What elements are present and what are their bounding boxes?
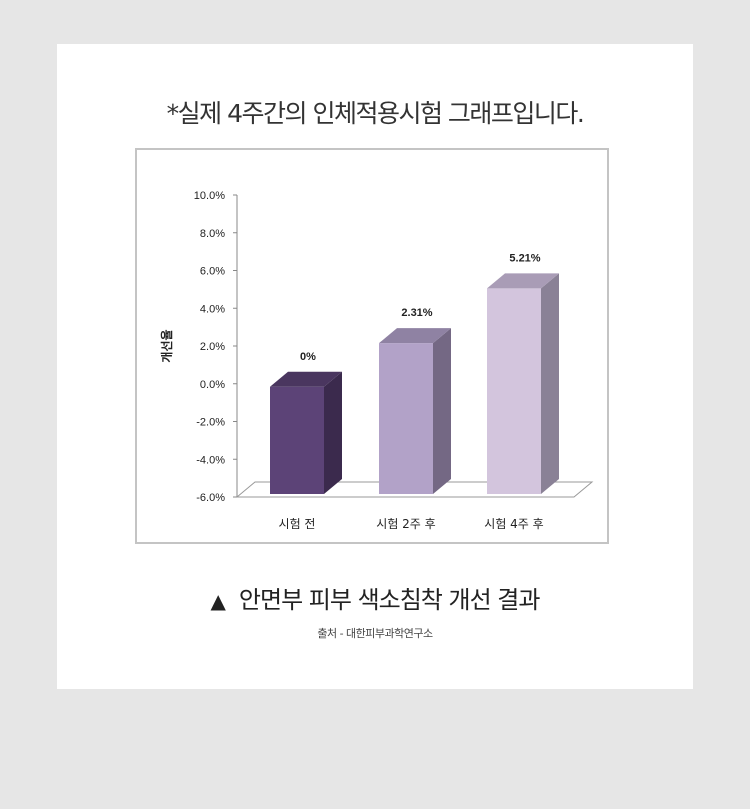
y-tick-label: 6.0% <box>200 266 225 278</box>
bar-side <box>433 328 451 494</box>
bar-top <box>270 371 342 387</box>
y-tick-label: 8.0% <box>200 228 225 240</box>
source-text: 출처 - 대한피부과학연구소 <box>317 627 433 640</box>
triangle-up-icon: ▲ <box>210 589 226 613</box>
y-tick-label: -4.0% <box>196 454 225 466</box>
bar-top <box>487 273 559 289</box>
y-tick-label: 0.0% <box>200 379 225 391</box>
data-label: 2.31% <box>401 307 432 319</box>
bar-front <box>379 343 433 494</box>
y-tick-label: -6.0% <box>196 492 225 504</box>
caption-text: 안면부 피부 색소침착 개선 결과 <box>238 586 541 614</box>
x-category-label: 시험 4주 후 <box>484 517 543 531</box>
data-label: 5.21% <box>509 252 540 264</box>
y-tick-label: -2.0% <box>196 417 225 429</box>
bar-side <box>324 371 342 494</box>
bar-front <box>270 386 324 494</box>
x-category-label: 시험 전 <box>279 517 316 531</box>
y-tick-label: 2.0% <box>200 341 225 353</box>
content-card: *실제 4주간의 인체적용시험 그래프입니다. 10.0% 8.0% 6.0% 4.0… <box>57 44 693 689</box>
test-note: *실제 4주간의 인체적용시험 그래프입니다. <box>166 99 585 128</box>
y-tick-label: 10.0% <box>194 190 225 202</box>
x-category-label: 시험 2주 후 <box>376 517 435 531</box>
bar-top <box>379 328 451 344</box>
chart-caption: ▲ 안면부 피부 색소침착 개선 결과 <box>57 580 693 615</box>
data-label: 0% <box>300 351 316 363</box>
improvement-bar-chart: 10.0% 8.0% 6.0% 4.0% 2.0% 0.0% -2.0% -4.0% -6.0%… <box>159 190 594 531</box>
bar-side <box>541 273 559 494</box>
bar-front <box>487 288 541 494</box>
y-axis-label: 개선율 <box>159 329 174 362</box>
chart-frame: 10.0% 8.0% 6.0% 4.0% 2.0% 0.0% -2.0% -4.0% -6.0%… <box>135 148 609 544</box>
y-tick-label: 4.0% <box>200 303 225 315</box>
